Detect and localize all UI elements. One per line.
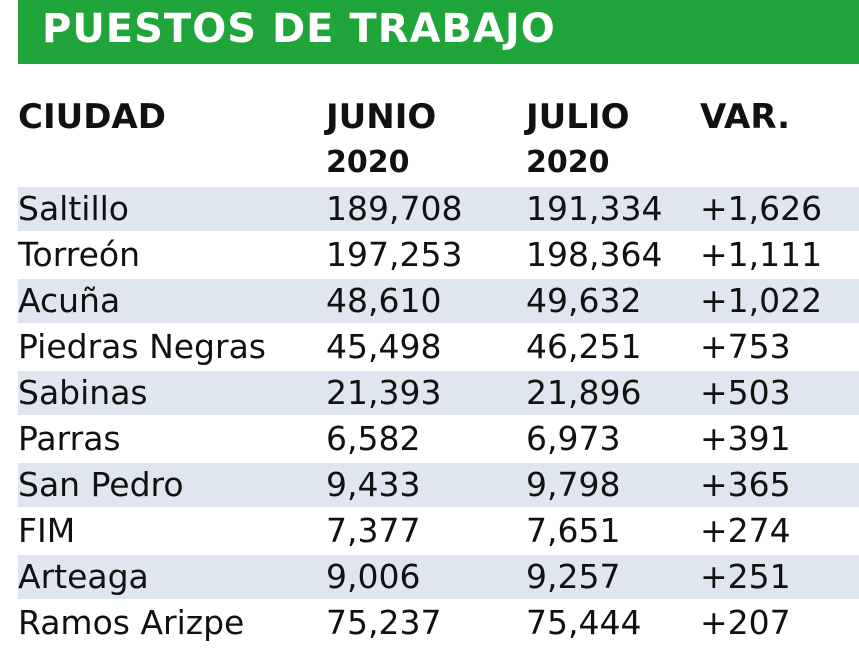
cell-july: 9,798 [526, 465, 621, 504]
table-row: San Pedro 9,433 9,798 +365 [18, 463, 859, 507]
table-row: Torreón 197,253 198,364 +1,111 [18, 233, 859, 277]
cell-city: Saltillo [18, 189, 129, 228]
cell-city: Parras [18, 419, 121, 458]
table-row: Ramos Arizpe 75,237 75,444 +207 [18, 601, 859, 645]
header-june: JUNIO [326, 97, 437, 137]
cell-var: +391 [700, 419, 791, 458]
title-bar: PUESTOS DE TRABAJO [18, 0, 859, 64]
cell-june: 21,393 [326, 373, 442, 412]
cell-july: 198,364 [526, 235, 663, 274]
cell-city: Torreón [18, 235, 140, 274]
table-row: FIM 7,377 7,651 +274 [18, 509, 859, 553]
cell-june: 45,498 [326, 327, 442, 366]
table-row: Parras 6,582 6,973 +391 [18, 417, 859, 461]
table-row: Saltillo 189,708 191,334 +1,626 [18, 187, 859, 231]
cell-june: 9,006 [326, 557, 421, 596]
cell-july: 6,973 [526, 419, 621, 458]
cell-var: +251 [700, 557, 791, 596]
cell-june: 48,610 [326, 281, 442, 320]
cell-july: 7,651 [526, 511, 621, 550]
cell-var: +365 [700, 465, 791, 504]
cell-june: 6,582 [326, 419, 421, 458]
cell-july: 21,896 [526, 373, 642, 412]
cell-city: Ramos Arizpe [18, 603, 245, 642]
cell-july: 49,632 [526, 281, 642, 320]
cell-var: +503 [700, 373, 791, 412]
cell-var: +1,111 [700, 235, 823, 274]
cell-var: +1,626 [700, 189, 823, 228]
table-row: Piedras Negras 45,498 46,251 +753 [18, 325, 859, 369]
cell-july: 75,444 [526, 603, 642, 642]
cell-june: 197,253 [326, 235, 463, 274]
table-title: PUESTOS DE TRABAJO [42, 6, 556, 52]
header-june-year: 2020 [326, 145, 410, 180]
header-july-year: 2020 [526, 145, 610, 180]
cell-var: +207 [700, 603, 791, 642]
cell-var: +1,022 [700, 281, 823, 320]
cell-june: 75,237 [326, 603, 442, 642]
cell-var: +274 [700, 511, 791, 550]
table-row: Arteaga 9,006 9,257 +251 [18, 555, 859, 599]
cell-july: 191,334 [526, 189, 663, 228]
table-row: Acuña 48,610 49,632 +1,022 [18, 279, 859, 323]
cell-var: +753 [700, 327, 791, 366]
cell-june: 189,708 [326, 189, 463, 228]
cell-city: Sabinas [18, 373, 148, 412]
cell-city: Arteaga [18, 557, 149, 596]
cell-june: 9,433 [326, 465, 421, 504]
cell-july: 9,257 [526, 557, 621, 596]
cell-city: FIM [18, 511, 76, 550]
cell-city: Acuña [18, 281, 121, 320]
cell-june: 7,377 [326, 511, 421, 550]
header-july: JULIO [526, 97, 630, 137]
table-row: Sabinas 21,393 21,896 +503 [18, 371, 859, 415]
cell-city: San Pedro [18, 465, 184, 504]
cell-city: Piedras Negras [18, 327, 266, 366]
cell-july: 46,251 [526, 327, 642, 366]
header-city: CIUDAD [18, 97, 166, 137]
header-var: VAR. [700, 97, 791, 137]
